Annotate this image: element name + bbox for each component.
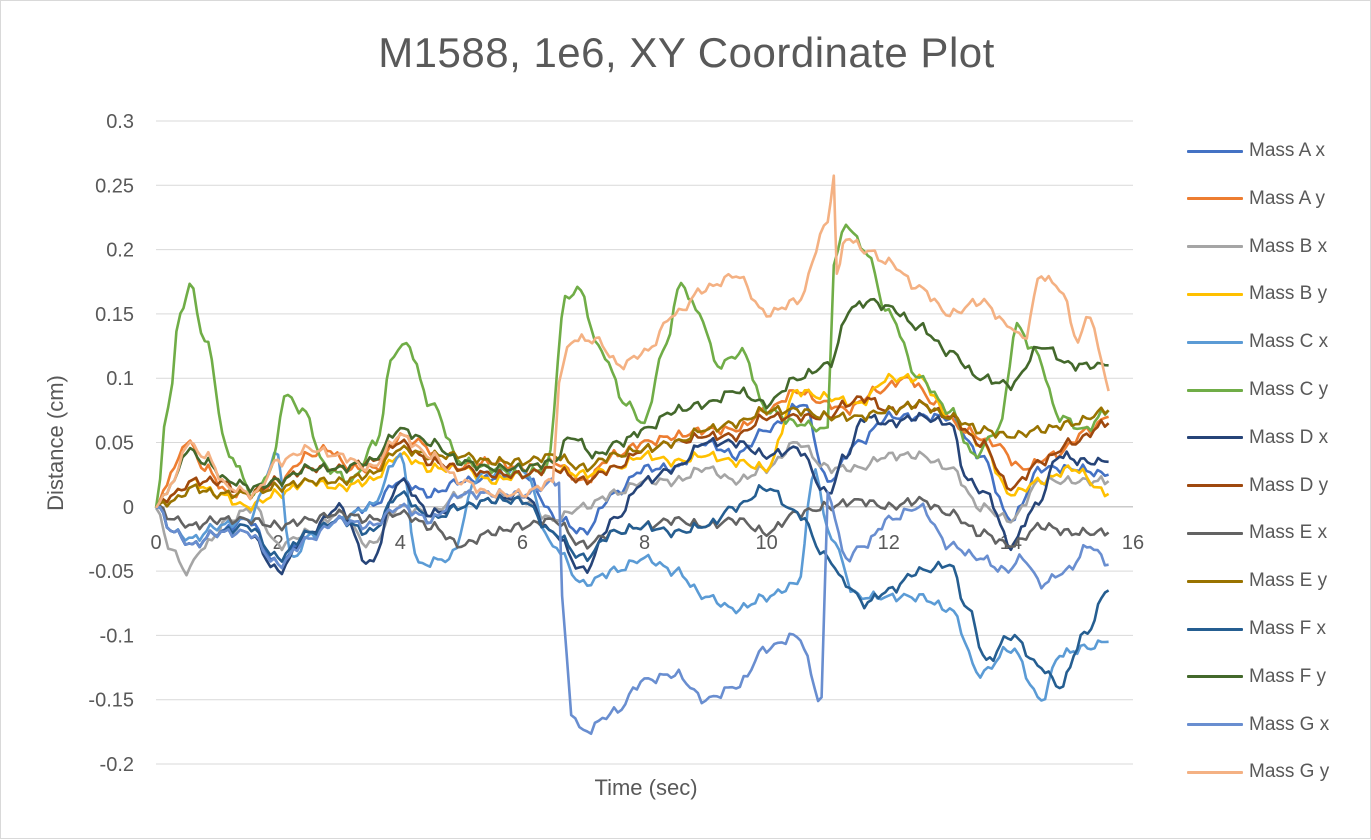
legend-swatch (1187, 340, 1243, 344)
x-tick-label: 0 (150, 532, 161, 554)
x-tick-label: 12 (878, 532, 900, 554)
legend-item: Mass E x (1187, 521, 1367, 545)
gridlines (156, 120, 1133, 765)
legend-label: Mass F x (1249, 618, 1327, 639)
y-tick-label: 0.2 (106, 240, 134, 262)
y-tick-label: 0.25 (95, 175, 134, 197)
legend-swatch (1187, 770, 1243, 774)
legend-swatch (1187, 484, 1243, 488)
x-tick-label: 6 (517, 532, 528, 554)
legend-label: Mass A x (1249, 140, 1326, 161)
legend-swatch (1187, 531, 1243, 535)
y-tick-label: -0.05 (88, 561, 134, 583)
legend-swatch (1187, 388, 1243, 392)
legend-label: Mass B x (1249, 235, 1328, 257)
y-tick-labels: -0.2 -0.15 -0.1 -0.05 0 0.05 0.1 0.15 0.2 0.25 0.3 (88, 111, 134, 776)
series-line-mass-e-y (155, 399, 1110, 509)
y-tick-label: -0.15 (88, 690, 134, 712)
y-tick-label: -0.1 (100, 625, 134, 647)
legend-swatch (1187, 292, 1243, 296)
y-tick-label: 0.05 (95, 433, 134, 455)
legend-label: Mass G x (1249, 713, 1330, 735)
legend-item: Mass C y (1187, 378, 1367, 402)
y-tick-label: 0 (123, 497, 134, 519)
y-tick-label: 0.15 (95, 304, 134, 326)
legend-item: Mass A y (1187, 187, 1367, 211)
legend-label: Mass D x (1249, 426, 1329, 448)
legend-item: Mass G y (1187, 760, 1367, 784)
legend-label: Mass E y (1249, 570, 1328, 592)
legend-swatch (1187, 436, 1243, 440)
legend-label: Mass D y (1249, 474, 1329, 496)
y-tick-label: 0.1 (106, 368, 134, 390)
series-line-mass-g-x (155, 477, 1109, 736)
legend-item: Mass E y (1187, 569, 1367, 593)
legend-label: Mass C x (1249, 331, 1329, 353)
legend-label: Mass F y (1249, 665, 1327, 687)
legend-swatch (1187, 149, 1243, 153)
series-line-mass-f-y (154, 297, 1109, 509)
x-tick-label: 10 (756, 532, 778, 554)
legend-label: Mass B y (1249, 283, 1328, 305)
legend-item: Mass A x (1187, 139, 1367, 163)
legend-label: Mass E x (1249, 522, 1328, 544)
legend-swatch (1187, 579, 1243, 583)
legend-item: Mass D x (1187, 426, 1367, 450)
legend-swatch (1187, 245, 1243, 249)
legend-label: Mass A y (1249, 187, 1326, 209)
legend-swatch (1187, 723, 1243, 727)
series-line-mass-c-y (154, 223, 1110, 509)
legend-item: Mass C x (1187, 330, 1367, 354)
x-tick-label: 8 (639, 532, 650, 554)
y-axis-label: Distance (cm) (43, 375, 68, 511)
legend-swatch (1187, 627, 1243, 631)
legend-item: Mass G x (1187, 713, 1367, 737)
x-tick-labels: 0 2 4 6 8 10 12 14 16 (150, 532, 1144, 554)
series-line-mass-f-x (155, 484, 1110, 690)
legend-swatch (1187, 675, 1243, 679)
legend-swatch (1187, 197, 1243, 201)
series-line-mass-c-x (155, 451, 1109, 702)
x-tick-label: 4 (395, 532, 406, 554)
series-lines (154, 174, 1110, 736)
legend-item: Mass F y (1187, 665, 1367, 689)
x-tick-label: 16 (1122, 532, 1144, 554)
y-tick-label: 0.3 (106, 111, 134, 133)
legend-label: Mass C y (1249, 379, 1329, 400)
x-axis-label: Time (sec) (594, 775, 697, 800)
y-tick-label: -0.2 (100, 754, 134, 776)
series-line-mass-g-y (154, 174, 1110, 509)
legend-label: Mass G y (1249, 761, 1330, 783)
legend-item: Mass B x (1187, 235, 1367, 259)
chart-title: M1588, 1e6, XY Coordinate Plot (378, 29, 995, 76)
legend-item: Mass D y (1187, 474, 1367, 498)
legend-item: Mass B y (1187, 282, 1367, 306)
legend-item: Mass F x (1187, 617, 1367, 641)
